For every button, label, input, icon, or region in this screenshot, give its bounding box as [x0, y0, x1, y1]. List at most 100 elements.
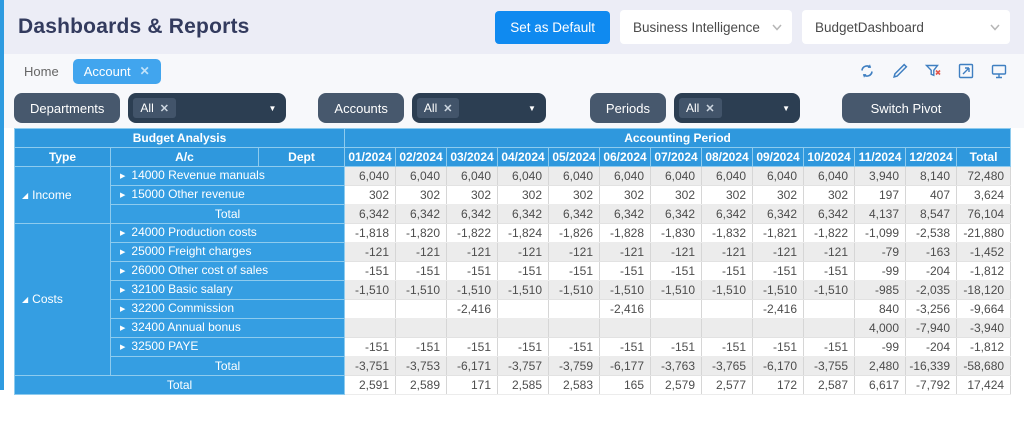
value-cell: 6,342	[803, 204, 856, 224]
value-cell	[548, 299, 601, 319]
remove-chip-icon[interactable]: ✕	[443, 102, 453, 115]
value-cell: -1,510	[497, 280, 550, 300]
value-cell: 6,040	[497, 166, 550, 186]
value-cell: -163	[905, 242, 958, 262]
table-row: ▶ 32100 Basic salary -1,510 -1,510 -1,510 -1,…	[15, 280, 1012, 300]
col-month[interactable]: 09/2024	[752, 147, 805, 167]
periods-filter-chip[interactable]: All ✕	[678, 98, 722, 118]
value-cell: 72,480	[956, 166, 1012, 186]
periods-button[interactable]: Periods	[589, 93, 666, 123]
expand-row-icon[interactable]: ▶	[120, 306, 126, 313]
expand-icon[interactable]	[957, 62, 975, 80]
expand-row-icon[interactable]: ▶	[120, 287, 126, 294]
tab-home[interactable]: Home	[24, 63, 59, 79]
col-month[interactable]: 03/2024	[446, 147, 499, 167]
account-row-label[interactable]: ▶ 32500 PAYE	[109, 337, 346, 357]
value-cell	[395, 318, 448, 338]
expand-row-icon[interactable]: ▶	[120, 268, 126, 275]
value-cell: -1,510	[599, 280, 652, 300]
account-row-label[interactable]: ▶ 24000 Production costs	[109, 223, 346, 243]
col-month[interactable]: 12/2024	[905, 147, 958, 167]
expand-row-icon[interactable]: ▶	[120, 230, 126, 237]
col-month[interactable]: 08/2024	[701, 147, 754, 167]
value-cell: 6,040	[446, 166, 499, 186]
table-row: ▶ 26000 Other cost of sales -151 -151 -151 -1…	[15, 261, 1012, 281]
col-type[interactable]: Type	[14, 147, 111, 167]
col-month[interactable]: 11/2024	[854, 147, 907, 167]
display-icon[interactable]	[990, 62, 1008, 80]
expand-row-icon[interactable]: ▶	[120, 344, 126, 351]
value-cell: 6,342	[548, 204, 601, 224]
col-month[interactable]: 01/2024	[344, 147, 397, 167]
group-total-label[interactable]: Total	[109, 204, 346, 224]
expand-row-icon[interactable]: ▶	[120, 325, 126, 332]
value-cell: -1,510	[650, 280, 703, 300]
value-cell: -99	[854, 337, 907, 357]
remove-chip-icon[interactable]: ✕	[159, 102, 169, 115]
account-row-label[interactable]: ▶ 15000 Other revenue	[109, 185, 346, 205]
col-month[interactable]: 02/2024	[395, 147, 448, 167]
value-cell: -121	[599, 242, 652, 262]
departments-filter-chip[interactable]: All ✕	[133, 98, 176, 118]
value-cell	[599, 318, 652, 338]
expand-row-icon[interactable]: ▶	[120, 249, 126, 256]
periods-dropdown[interactable]: All ✕ ▼	[673, 93, 800, 123]
value-cell: 6,040	[548, 166, 601, 186]
expand-row-icon[interactable]: ▶	[120, 173, 126, 180]
close-tab-icon[interactable]: ✕	[139, 64, 150, 78]
type-group-cell[interactable]: ◢ Income	[14, 166, 111, 224]
value-cell: -151	[701, 337, 754, 357]
col-month[interactable]: 06/2024	[599, 147, 652, 167]
departments-dropdown[interactable]: All ✕ ▼	[128, 93, 287, 123]
row-label-text: 14000 Revenue manuals	[131, 168, 265, 182]
type-group-cell[interactable]: ◢ Costs	[14, 223, 111, 376]
dashboard-select[interactable]: BudgetDashboard	[802, 10, 1010, 44]
col-month[interactable]: 05/2024	[548, 147, 601, 167]
dashboard-toolbar	[858, 62, 1008, 80]
col-month[interactable]: 10/2024	[803, 147, 856, 167]
col-month[interactable]: 07/2024	[650, 147, 703, 167]
col-dept[interactable]: Dept	[257, 147, 346, 167]
accounts-filter-chip[interactable]: All ✕	[416, 98, 460, 118]
col-total[interactable]: Total	[956, 147, 1012, 167]
col-ac[interactable]: A/c	[110, 147, 259, 167]
value-cell: -121	[548, 242, 601, 262]
value-cell	[752, 318, 805, 338]
value-cell: -151	[599, 261, 652, 281]
account-row-label[interactable]: ▶ 32100 Basic salary	[109, 280, 346, 300]
value-cell: 6,040	[599, 166, 652, 186]
table-row: Total 2,591 2,589 171 2,585 2,583 165 2,579 2,57…	[13, 375, 1012, 395]
accounts-dropdown[interactable]: All ✕ ▼	[411, 93, 546, 123]
module-select[interactable]: Business Intelligence	[620, 10, 792, 44]
page-title: Dashboards & Reports	[18, 15, 250, 38]
accounts-button[interactable]: Accounts	[318, 93, 404, 123]
value-cell: -1,832	[701, 223, 754, 243]
value-cell: -151	[548, 261, 601, 281]
remove-chip-icon[interactable]: ✕	[705, 102, 715, 115]
switch-pivot-button[interactable]: Switch Pivot	[841, 93, 970, 123]
expand-row-icon[interactable]: ▶	[120, 192, 126, 199]
account-row-label[interactable]: ▶ 26000 Other cost of sales	[109, 261, 346, 281]
value-cell: 6,040	[395, 166, 448, 186]
departments-button[interactable]: Departments	[14, 93, 121, 123]
value-cell: -9,664	[956, 299, 1012, 319]
set-as-default-button[interactable]: Set as Default	[495, 10, 610, 44]
group-total-label[interactable]: Total	[109, 356, 346, 376]
collapse-icon[interactable]: ◢	[22, 190, 29, 200]
value-cell: -2,538	[905, 223, 958, 243]
account-row-label[interactable]: ▶ 32400 Annual bonus	[109, 318, 346, 338]
tab-account[interactable]: Account ✕	[72, 58, 161, 84]
refresh-icon[interactable]	[858, 62, 876, 80]
account-row-label[interactable]: ▶ 25000 Freight charges	[109, 242, 346, 262]
value-cell: 8,140	[905, 166, 958, 186]
value-cell: -121	[650, 242, 703, 262]
value-cell: -151	[599, 337, 652, 357]
pivot-body: ◢ Income ▶ 14000 Revenue manuals 6,040 6,040 6…	[13, 166, 1012, 395]
account-row-label[interactable]: ▶ 14000 Revenue manuals	[109, 166, 346, 186]
clear-filter-icon[interactable]	[924, 62, 942, 80]
account-row-label[interactable]: ▶ 32200 Commission	[109, 299, 346, 319]
collapse-icon[interactable]: ◢	[22, 295, 29, 304]
col-month[interactable]: 04/2024	[497, 147, 550, 167]
edit-icon[interactable]	[891, 62, 909, 80]
row-label-text: Total	[214, 358, 241, 373]
